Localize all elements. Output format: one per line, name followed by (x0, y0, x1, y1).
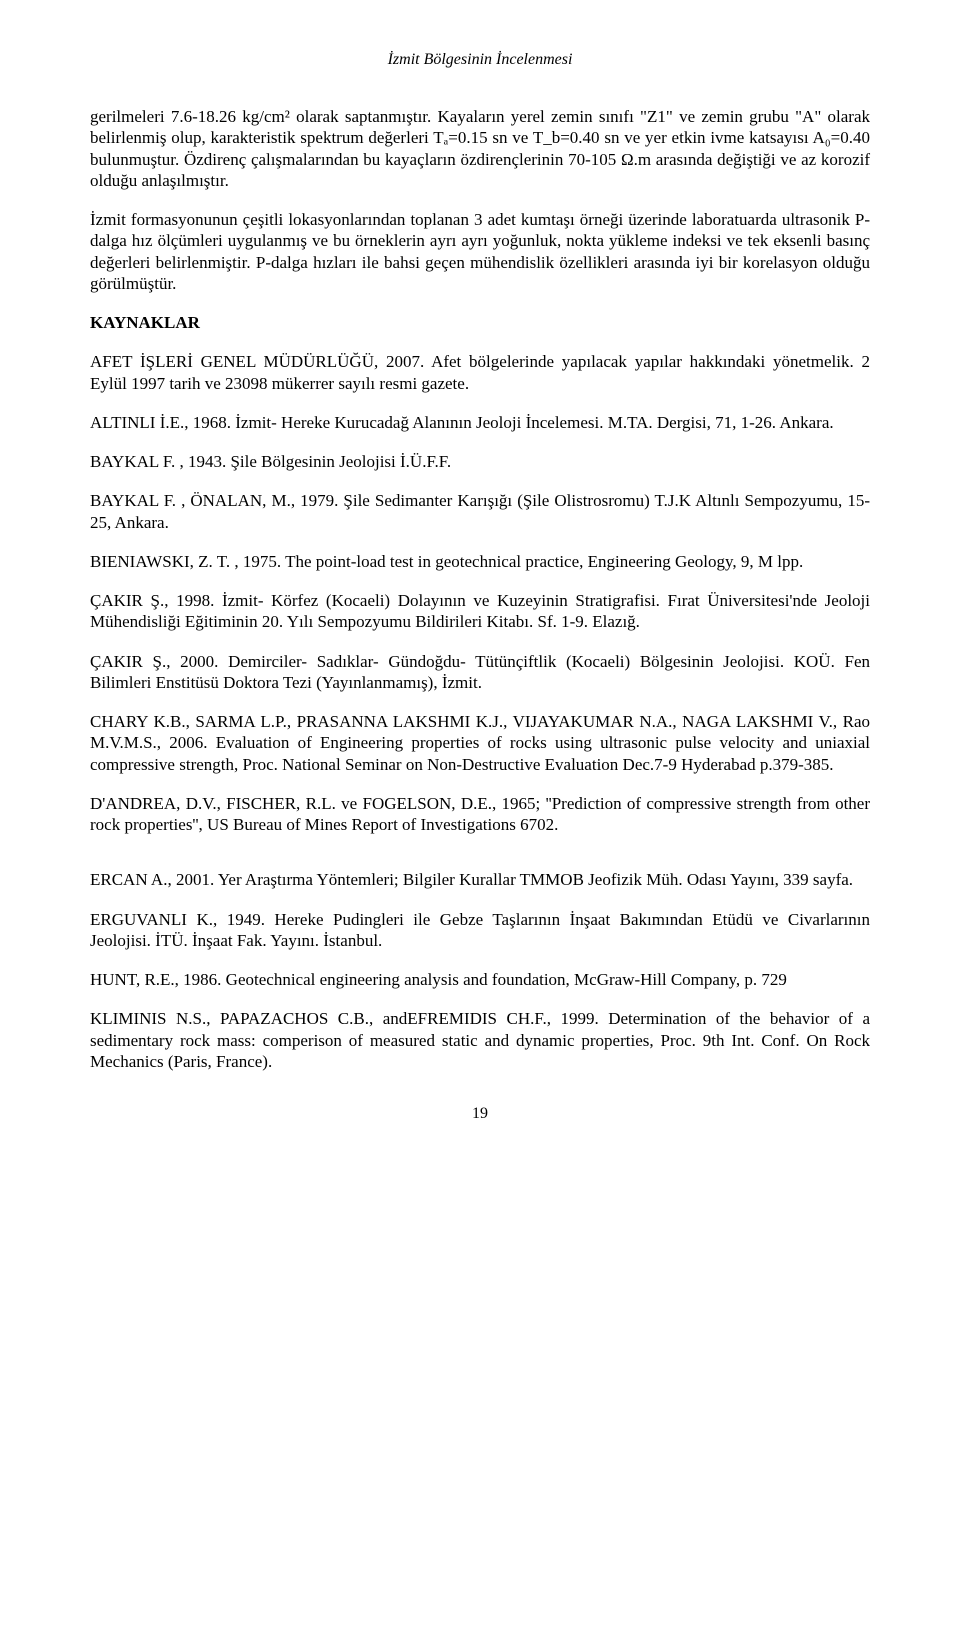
reference-item: ERGUVANLI K., 1949. Hereke Pudingleri il… (90, 909, 870, 952)
reference-item: KLIMINIS N.S., PAPAZACHOS C.B., andEFREM… (90, 1008, 870, 1072)
reference-item: BAYKAL F. , ÖNALAN, M., 1979. Şile Sedim… (90, 490, 870, 533)
reference-item: ALTINLI İ.E., 1968. İzmit- Hereke Kuruca… (90, 412, 870, 433)
page-number: 19 (90, 1104, 870, 1124)
running-header: İzmit Bölgesinin İncelenmesi (90, 50, 870, 70)
body-paragraph-1: gerilmeleri 7.6-18.26 kg/cm² olarak sapt… (90, 106, 870, 191)
reference-item: HUNT, R.E., 1986. Geotechnical engineeri… (90, 969, 870, 990)
reference-item: ERCAN A., 2001. Yer Araştırma Yöntemleri… (90, 869, 870, 890)
reference-item: BIENIAWSKI, Z. T. , 1975. The point-load… (90, 551, 870, 572)
reference-item: AFET İŞLERİ GENEL MÜDÜRLÜĞÜ, 2007. Afet … (90, 351, 870, 394)
reference-item: D'ANDREA, D.V., FISCHER, R.L. ve FOGELSO… (90, 793, 870, 836)
reference-item: ÇAKIR Ş., 2000. Demirciler- Sadıklar- Gü… (90, 651, 870, 694)
references-heading: KAYNAKLAR (90, 312, 870, 333)
reference-item: CHARY K.B., SARMA L.P., PRASANNA LAKSHMI… (90, 711, 870, 775)
body-paragraph-2: İzmit formasyonunun çeşitli lokasyonları… (90, 209, 870, 294)
page-container: İzmit Bölgesinin İncelenmesi gerilmeleri… (0, 0, 960, 1164)
reference-item: ÇAKIR Ş., 1998. İzmit- Körfez (Kocaeli) … (90, 590, 870, 633)
reference-item: BAYKAL F. , 1943. Şile Bölgesinin Jeoloj… (90, 451, 870, 472)
